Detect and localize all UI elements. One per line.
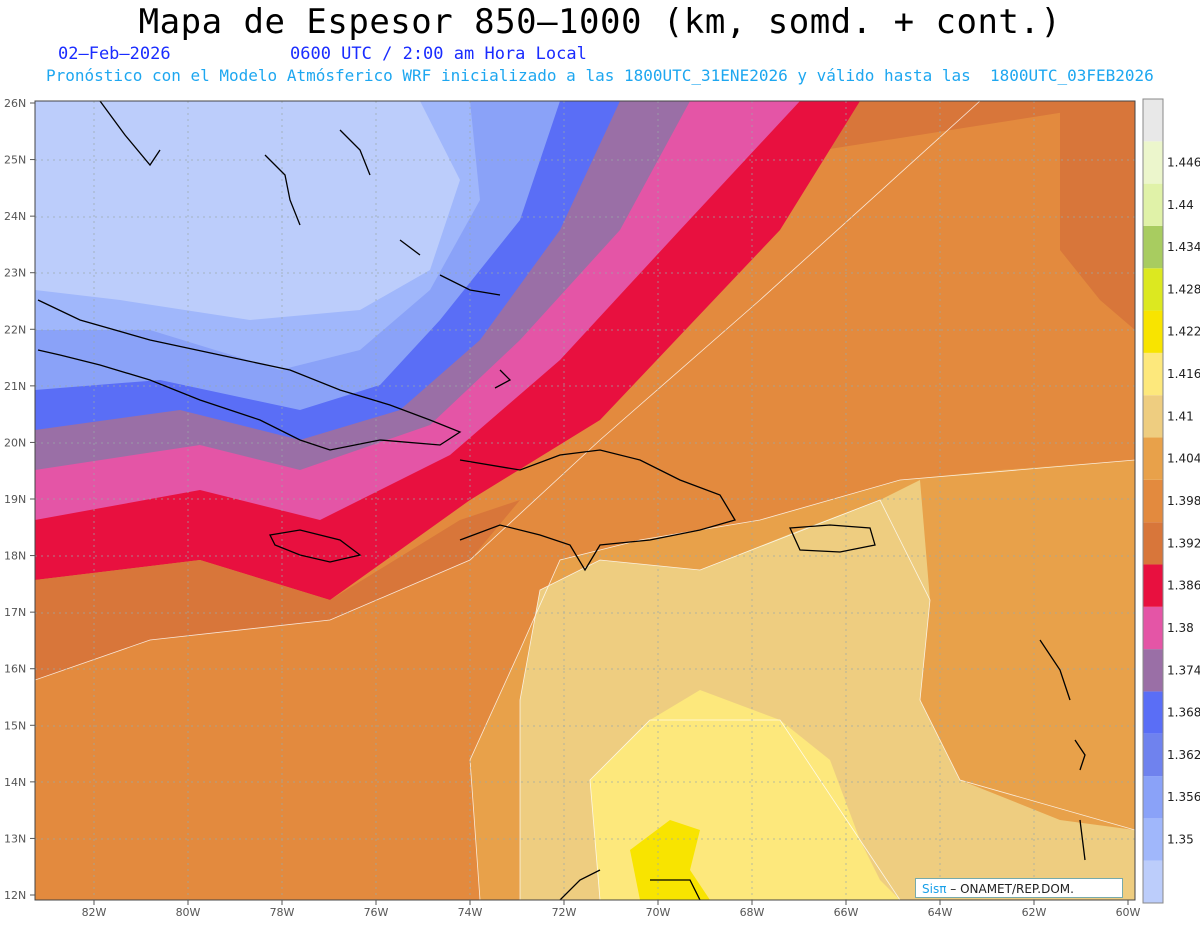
map-frame (34, 100, 1136, 901)
lat-label: 14N (4, 776, 26, 789)
colorbar-label: 1.362 (1167, 748, 1200, 762)
colorbar-swatch (1143, 141, 1163, 184)
coastlines (37, 101, 1086, 900)
lon-label: 72W (552, 906, 577, 919)
puerto-rico-outline (789, 524, 876, 553)
colorbar-swatch (1143, 479, 1163, 523)
colorbar-label: 1.41 (1167, 409, 1194, 423)
colorbar-swatch (1143, 818, 1163, 861)
colorbar-label: 1.368 (1167, 706, 1200, 720)
lon-label: 62W (1022, 906, 1047, 919)
colorbar-label: 1.44 (1167, 198, 1194, 212)
colorbar-label: 1.404 (1167, 452, 1200, 466)
lon-label: 82W (82, 906, 107, 919)
lat-label: 24N (4, 210, 26, 223)
colorbar-label: 1.356 (1167, 790, 1200, 804)
colorbar-swatch (1143, 522, 1163, 565)
colorbar-label: 1.386 (1167, 579, 1200, 593)
lat-label: 13N (4, 832, 26, 845)
lat-label: 26N (4, 97, 26, 110)
lat-label: 20N (4, 436, 26, 449)
valid-date: 02–Feb–2026 (58, 44, 171, 64)
jamaica-outline (269, 529, 362, 563)
lon-label: 80W (176, 906, 201, 919)
colorbar-label: 1.446 (1167, 155, 1200, 169)
lat-lon-grid (35, 101, 1135, 900)
colorbar-swatch (1143, 99, 1163, 142)
colorbar-swatch (1143, 225, 1163, 269)
colorbar-swatch (1143, 691, 1163, 734)
lat-label: 17N (4, 606, 26, 619)
colorbar-swatch (1143, 776, 1163, 819)
colorbar-label: 1.416 (1167, 367, 1200, 381)
lat-label: 23N (4, 267, 26, 280)
lat-label: 21N (4, 380, 26, 393)
colorbar-swatch (1143, 606, 1163, 650)
lat-label: 16N (4, 663, 26, 676)
colorbar-label: 1.35 (1167, 833, 1194, 847)
colorbar-swatch (1143, 310, 1163, 353)
latitude-axis: 26N 25N 24N 23N 22N 21N 20N 19N 18N 17N 16N 15N 14N 1… (4, 97, 35, 902)
colorbar-swatch (1143, 649, 1163, 692)
colorbar-swatch (1143, 268, 1163, 311)
colorbar-swatch (1143, 860, 1163, 903)
lon-label: 64W (928, 906, 953, 919)
map-title: Mapa de Espesor 850–1000 (km, somd. + co… (138, 2, 1062, 42)
colorbar-swatch (1143, 733, 1163, 777)
forecast-description: Pronóstico con el Modelo Atmósferico WRF… (46, 66, 1154, 85)
credit-brand: Sisπ (922, 882, 947, 896)
lon-label: 66W (834, 906, 859, 919)
lon-label: 68W (740, 906, 765, 919)
colorbar-label: 1.422 (1167, 325, 1200, 339)
lat-label: 12N (4, 889, 26, 902)
lat-label: 18N (4, 550, 26, 563)
colorbar-swatch (1143, 352, 1163, 396)
colorbar-label: 1.392 (1167, 536, 1200, 550)
colorbar: 1.35 1.356 1.362 1.368 1.374 1.38 1.386 1.392 1.… (1142, 98, 1200, 904)
colorbar-label: 1.38 (1167, 621, 1194, 635)
lon-label: 78W (270, 906, 295, 919)
valid-time: 0600 UTC / 2:00 am Hora Local (290, 44, 587, 64)
lon-label: 74W (458, 906, 483, 919)
lat-label: 25N (4, 154, 26, 167)
colorbar-swatch (1143, 183, 1163, 226)
colorbar-label: 1.398 (1167, 494, 1200, 508)
longitude-axis: 82W 80W 78W 76W 74W 72W 70W 68W 66W 64W 62W 60W (82, 900, 1141, 919)
hispaniola-outline (459, 449, 736, 572)
colorbar-label: 1.434 (1167, 240, 1200, 254)
cuba-outline (37, 299, 462, 451)
credit-org: – ONAMET/REP.DOM. (946, 882, 1074, 896)
thickness-contours (35, 101, 1135, 900)
lat-label: 22N (4, 323, 26, 336)
colorbar-swatch (1143, 437, 1163, 480)
lat-label: 19N (4, 493, 26, 506)
lon-label: 70W (646, 906, 671, 919)
thickness-fill-bands (35, 101, 1135, 900)
lat-label: 15N (4, 719, 26, 732)
colorbar-frame (1142, 98, 1164, 904)
lon-label: 76W (364, 906, 389, 919)
colorbar-label: 1.374 (1167, 663, 1200, 677)
credit-box: Sisπ – ONAMET/REP.DOM. (915, 878, 1123, 898)
lon-label: 60W (1116, 906, 1141, 919)
colorbar-swatch (1143, 395, 1163, 438)
colorbar-label: 1.428 (1167, 282, 1200, 296)
colorbar-swatch (1143, 564, 1163, 607)
